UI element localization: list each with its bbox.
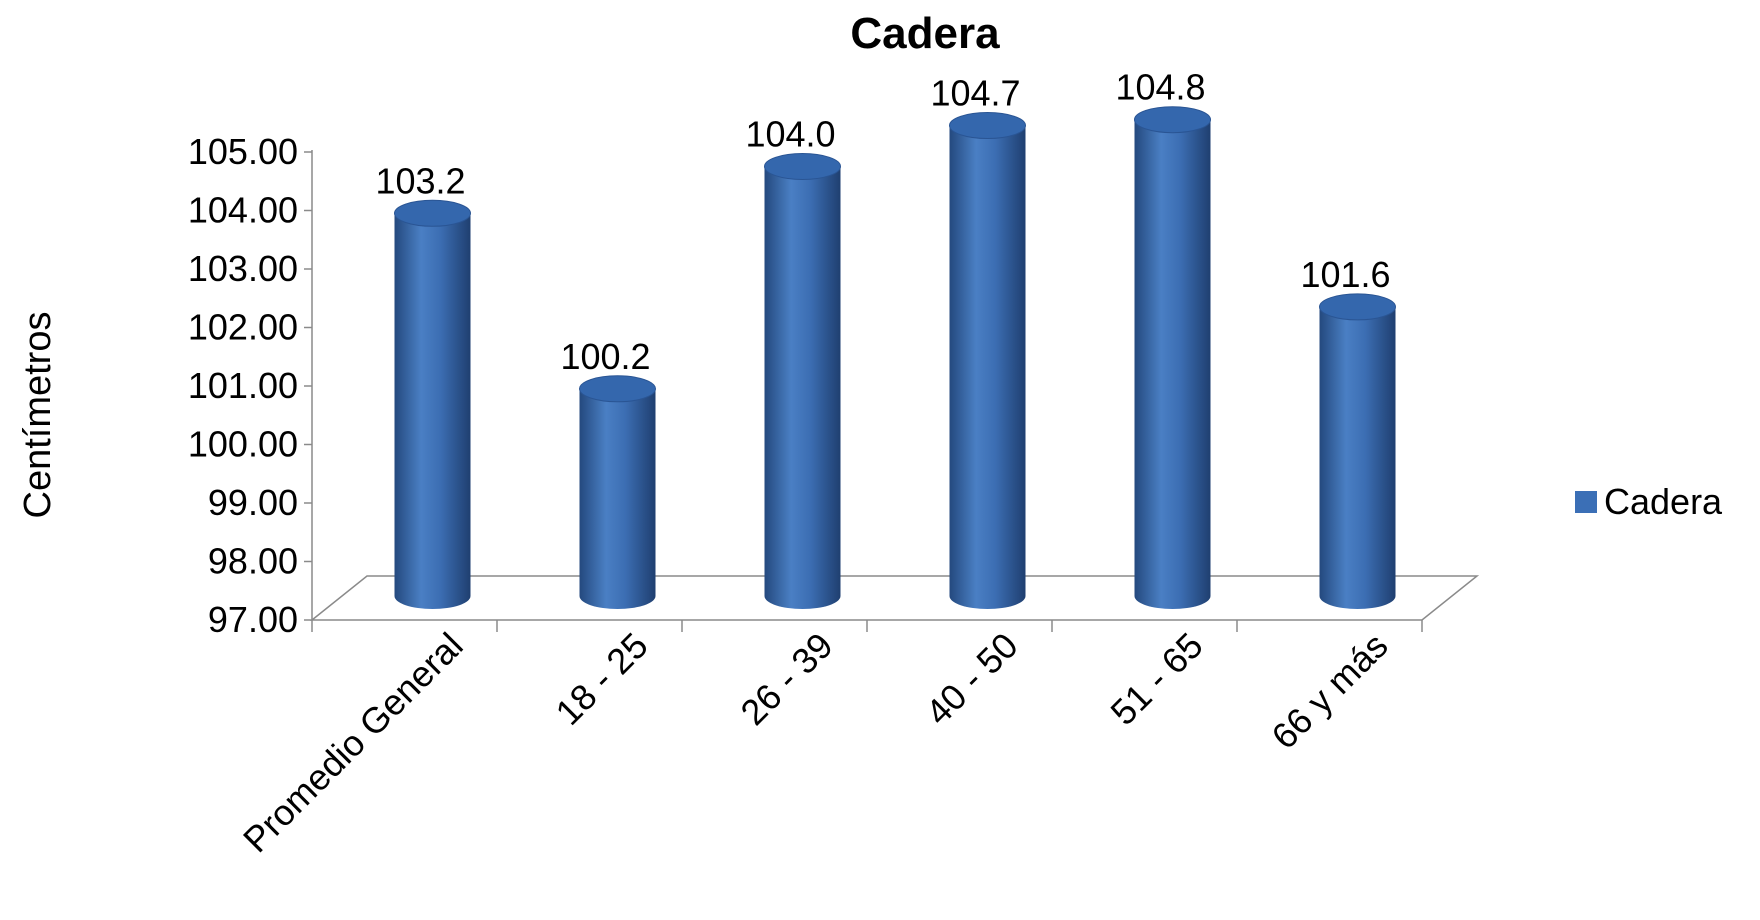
bar-body [580,389,656,609]
chart-floor [312,576,1477,620]
y-tick-label: 100.00 [188,424,298,465]
bar-top [580,376,656,402]
legend-swatch [1575,491,1597,513]
bar-top [1135,107,1211,133]
bar [1320,294,1396,609]
data-labels: 103.2 100.2 104.0 104.7 104.8 101.6 [375,67,1390,377]
category-labels: Promedio General 18 - 25 26 - 39 40 - 50 51 … [235,625,1396,861]
y-tick-label: 103.00 [188,248,298,289]
y-tick-label: 101.00 [188,365,298,406]
y-axis-ticks: 97.00 98.00 99.00 100.00 101.00 102.00 103.00 1… [188,131,312,640]
bar [395,200,471,609]
bar [580,376,656,609]
x-axis [312,620,1422,632]
bar-body [950,126,1026,609]
y-tick-label: 102.00 [188,307,298,348]
legend: Cadera [1575,481,1723,522]
data-label: 104.7 [930,73,1020,114]
bar [765,154,841,610]
legend-label: Cadera [1604,481,1723,522]
bar-top [395,200,471,226]
bar-body [1135,120,1211,609]
chart-title: Cadera [850,9,1000,58]
bars [395,107,1396,609]
data-label: 101.6 [1300,254,1390,295]
y-tick-label: 97.00 [208,599,298,640]
data-label: 100.2 [560,336,650,377]
bar-top [765,154,841,180]
y-tick-label: 99.00 [208,482,298,523]
category-label: 51 - 65 [1102,625,1210,733]
data-label: 103.2 [375,160,465,201]
data-label: 104.0 [745,114,835,155]
bar [950,113,1026,609]
y-tick-label: 104.00 [188,190,298,231]
y-tick-label: 98.00 [208,541,298,582]
y-tick-label: 105.00 [188,131,298,172]
category-label: 18 - 25 [547,625,655,733]
bar-top [950,113,1026,139]
bar-body [765,167,841,610]
category-label: Promedio General [235,625,471,861]
category-label: 26 - 39 [732,625,840,733]
category-label: 40 - 50 [917,625,1025,733]
bar-top [1320,294,1396,320]
data-label: 104.8 [1115,67,1205,108]
bar-body [395,213,471,609]
floor-outline [312,576,1477,620]
bar [1135,107,1211,609]
category-label: 66 y más [1263,625,1395,757]
bar-body [1320,307,1396,609]
y-axis-label: Centímetros [17,312,59,519]
